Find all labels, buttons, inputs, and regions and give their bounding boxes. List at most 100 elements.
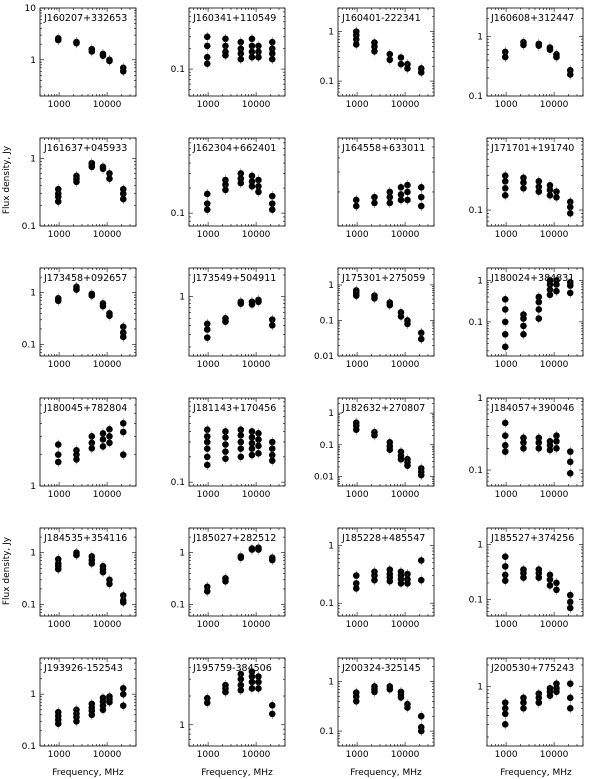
data-point (566, 591, 574, 599)
data-point (255, 685, 262, 692)
panel-5: 1000 10000 0.1 1 J161637+045933 (22, 137, 137, 240)
data-point (106, 175, 113, 183)
data-point (255, 436, 262, 443)
data-point (99, 443, 107, 450)
data-point (397, 580, 405, 587)
y-tick-label: 1 (30, 482, 36, 492)
data-point (248, 445, 256, 452)
panel-4: 1000 10000 0.1 1 J160608+312447 (469, 7, 584, 110)
data-point (501, 448, 509, 455)
data-point (520, 179, 527, 186)
x-tick-label: 10000 (391, 750, 420, 760)
panel-title: J180045+782804 (43, 403, 127, 414)
x-tick-label: 1000 (197, 750, 220, 760)
data-point (501, 419, 509, 427)
data-point (255, 450, 262, 457)
x-tick-label: 1000 (346, 360, 369, 370)
panel-title: J200324-325145 (341, 663, 421, 674)
data-point (222, 318, 229, 325)
panel-title: J160341+110549 (192, 13, 276, 24)
x-tick-label: 1000 (346, 230, 369, 240)
x-tick-label: 10000 (93, 620, 122, 630)
data-point (352, 572, 360, 579)
data-point (501, 442, 509, 449)
y-tick-label: 0.1 (469, 318, 483, 328)
x-tick-label: 10000 (391, 100, 420, 110)
data-point (566, 289, 574, 297)
data-point (371, 48, 378, 55)
x-tick-label: 10000 (391, 230, 420, 240)
x-tick-label: 1000 (495, 230, 518, 240)
data-point (501, 705, 509, 712)
data-point (520, 322, 527, 330)
y-tick-label: 1 (328, 281, 334, 291)
data-point (417, 183, 425, 191)
data-point (203, 433, 211, 440)
x-tick-label: 10000 (242, 230, 271, 240)
data-point (119, 428, 127, 436)
panel-19: 1000 10000 0.1 1 J185228+485547 (320, 527, 435, 630)
data-point (404, 580, 411, 587)
panel-10: 1000 10000 1 J173549+504911 (179, 267, 286, 370)
data-point (553, 438, 560, 445)
y-tick-label: 0.1 (469, 92, 483, 102)
data-point (248, 546, 256, 553)
y-tick-label: 1 (30, 549, 36, 559)
data-point (203, 453, 211, 461)
data-point (237, 445, 245, 452)
data-point (268, 451, 276, 459)
data-point (237, 55, 245, 63)
panel-14: 1000 10000 0.1 J181143+170456 (171, 397, 286, 500)
data-point (371, 193, 378, 201)
data-point (371, 576, 378, 584)
data-point (397, 54, 405, 61)
data-point (404, 570, 411, 578)
data-point (88, 163, 96, 171)
data-point (386, 193, 394, 201)
y-tick-label: 1 (477, 276, 483, 286)
panel-title: J160608+312447 (490, 13, 574, 24)
data-point (535, 188, 543, 195)
data-point (535, 298, 543, 306)
data-point (106, 426, 113, 433)
data-point (553, 445, 560, 452)
data-point (99, 302, 107, 310)
panel-title: J171701+191740 (490, 143, 574, 154)
data-point (268, 710, 276, 718)
data-point (566, 282, 574, 289)
data-point (203, 33, 211, 41)
data-point (566, 210, 574, 217)
data-point (248, 48, 256, 56)
data-point (222, 428, 229, 435)
y-tick-label: 1 (477, 32, 483, 42)
data-point (248, 451, 256, 459)
data-point (99, 706, 107, 714)
y-tick-label: 0.1 (22, 341, 36, 351)
data-point (501, 192, 509, 199)
data-point (119, 702, 127, 709)
data-point (397, 196, 405, 204)
data-point (546, 291, 554, 299)
data-point (237, 50, 245, 57)
data-point (535, 42, 543, 49)
x-tick-label: 10000 (93, 750, 122, 760)
data-point (203, 461, 211, 469)
x-tick-label: 10000 (242, 100, 271, 110)
y-tick-label: 1 (328, 409, 334, 419)
data-point (417, 69, 425, 76)
data-point (386, 50, 394, 58)
panel-8: 1000 10000 0.1 J171701+191740 (469, 137, 584, 240)
data-point (268, 200, 276, 207)
x-tick-label: 10000 (242, 490, 271, 500)
data-point (106, 698, 113, 706)
data-point (501, 53, 509, 61)
x-tick-label: 1000 (197, 100, 220, 110)
y-tick-label: 1 (328, 678, 334, 688)
data-point (222, 42, 229, 50)
data-point (535, 306, 543, 313)
y-tick-label: 0.1 (22, 601, 36, 611)
data-point (546, 576, 554, 583)
data-point (99, 568, 107, 576)
y-tick-label: 0.1 (320, 441, 334, 451)
panel-title: J184535+354116 (43, 533, 127, 544)
